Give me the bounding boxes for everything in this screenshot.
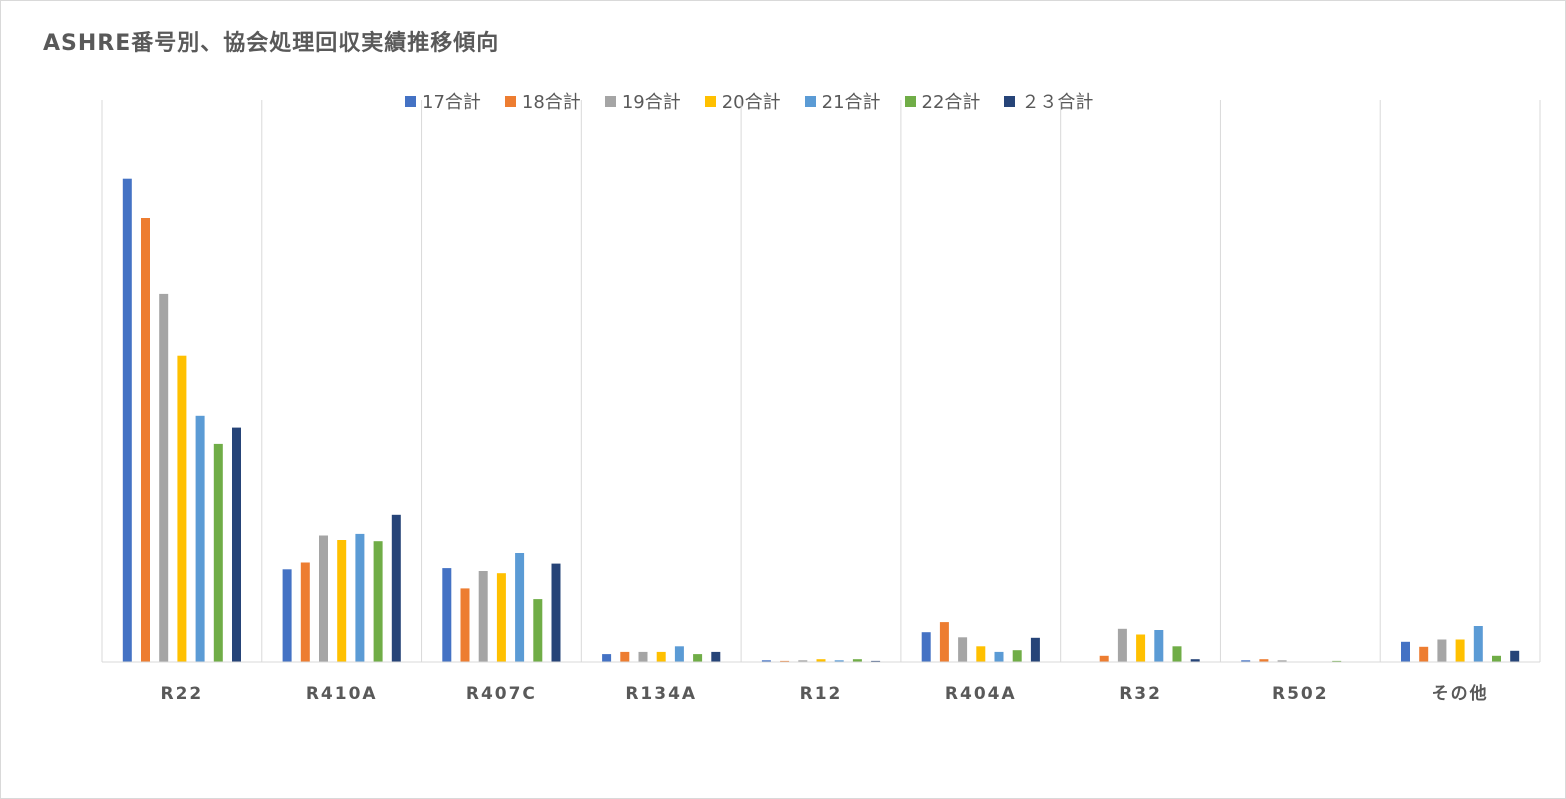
legend-swatch	[504, 95, 516, 107]
legend: 17合計 18合計 19合計 20合計 21合計 22合計 ２３合計	[405, 88, 1117, 114]
x-tick-label: R502	[1272, 684, 1329, 704]
legend-item: 17合計	[405, 88, 481, 114]
legend-swatch	[405, 95, 416, 107]
bar	[1030, 637, 1040, 662]
bar	[1455, 639, 1465, 662]
bar	[1332, 660, 1342, 662]
bar	[122, 178, 132, 662]
legend-label: 20合計	[721, 92, 781, 113]
bar	[1190, 659, 1200, 662]
legend-label: 17合計	[422, 92, 481, 113]
bar	[1437, 639, 1447, 662]
legend-swatch	[704, 95, 716, 107]
bar	[355, 533, 365, 662]
legend-swatch	[1004, 95, 1016, 107]
bar	[958, 637, 968, 662]
bar	[638, 651, 648, 662]
bar	[620, 651, 630, 662]
bar	[1154, 630, 1164, 662]
x-tick-label: R134A	[625, 684, 697, 704]
bar	[1136, 634, 1146, 662]
bar	[816, 659, 826, 662]
legend-item: 20合計	[704, 88, 781, 114]
bar	[871, 660, 881, 662]
bar	[496, 573, 506, 662]
bar	[391, 514, 401, 662]
bar	[976, 646, 986, 662]
bar	[656, 651, 666, 662]
bar	[337, 540, 347, 662]
legend-swatch	[804, 95, 816, 107]
bar	[994, 651, 1004, 662]
bar	[319, 535, 328, 662]
bar	[761, 660, 771, 662]
legend-swatch	[904, 95, 916, 107]
bar	[674, 646, 684, 662]
bar	[921, 632, 931, 662]
bar	[852, 659, 862, 662]
legend-label: 18合計	[521, 92, 581, 113]
legend-label: ２３合計	[1021, 92, 1094, 113]
legend-item: 18合計	[504, 88, 581, 114]
bar	[1419, 646, 1429, 662]
bar	[602, 654, 612, 662]
bar	[478, 571, 488, 662]
legend-label: 22合計	[921, 92, 981, 113]
chart-title: ASHRE番号別、協会処理回収実績推移傾向	[43, 31, 500, 56]
x-tick-label: その他	[1432, 683, 1489, 704]
bar	[1117, 628, 1127, 662]
legend-item: 19合計	[604, 88, 681, 114]
legend-item: 21合計	[804, 88, 881, 114]
bar	[1099, 655, 1109, 662]
legend-label: 21合計	[821, 92, 881, 113]
bar	[1172, 646, 1182, 662]
x-tick-label: R32	[1119, 684, 1162, 704]
bar	[1510, 650, 1520, 662]
bar	[1259, 659, 1269, 662]
bar	[442, 568, 452, 662]
bar	[834, 660, 844, 662]
bar	[460, 588, 470, 662]
bar	[232, 427, 241, 662]
bar	[1492, 655, 1501, 662]
x-tick-label: R12	[800, 684, 843, 704]
bar	[711, 651, 721, 662]
bar	[373, 541, 383, 662]
bar	[159, 293, 169, 662]
bar	[551, 563, 561, 662]
legend-item: 22合計	[904, 88, 981, 114]
bar	[195, 415, 205, 662]
x-tick-label: R410A	[306, 684, 378, 704]
bar	[939, 622, 949, 662]
bar	[177, 355, 187, 662]
legend-item: ２３合計	[1004, 88, 1093, 114]
bar	[282, 569, 292, 662]
bar	[1012, 650, 1022, 662]
x-tick-label: R407C	[466, 684, 537, 704]
bar	[1277, 660, 1287, 662]
bar	[1241, 660, 1251, 662]
bar	[693, 654, 703, 662]
bar	[533, 599, 543, 662]
bar	[213, 443, 223, 662]
bar	[1401, 641, 1410, 662]
legend-label: 19合計	[621, 92, 681, 113]
legend-swatch	[604, 95, 616, 107]
x-tick-label: R22	[161, 684, 204, 704]
bar	[141, 218, 150, 662]
x-tick-label: R404A	[945, 684, 1017, 704]
bar	[1473, 626, 1483, 662]
bar	[515, 553, 525, 662]
bar	[798, 660, 808, 662]
bar	[300, 562, 310, 662]
bar	[780, 660, 790, 662]
